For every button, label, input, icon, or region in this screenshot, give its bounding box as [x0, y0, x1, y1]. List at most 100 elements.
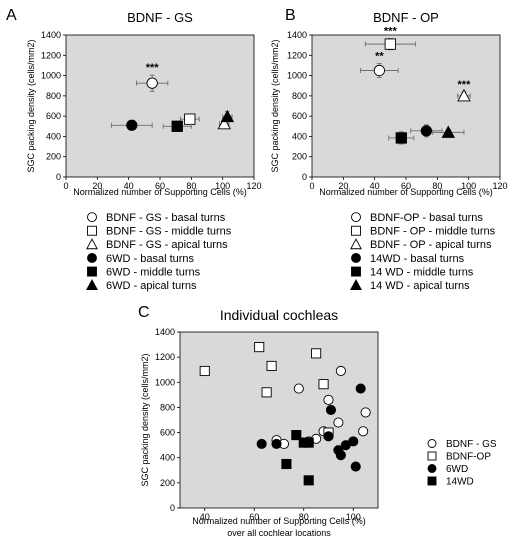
data-point	[291, 430, 302, 441]
data-point	[457, 88, 471, 102]
x-tick-label: 0	[309, 181, 314, 191]
x-tick-label: 20	[92, 181, 102, 191]
y-axis-label: SGC packing density (cells/mm2)	[140, 353, 150, 486]
data-point	[350, 461, 361, 472]
series-14-wd-middle-turns	[388, 131, 415, 145]
series-bdnf-op	[199, 342, 334, 438]
y-tick-label: 1400	[287, 30, 307, 40]
data-point	[217, 116, 231, 130]
x-axis-label: Normalized number of Supporting Cells (%…	[73, 187, 247, 197]
series-bdnf-op-apical-turns: ***	[457, 79, 472, 102]
data-point	[420, 125, 433, 137]
legend-label: BDNF - OP - middle turns	[370, 226, 496, 238]
legend-marker	[427, 451, 437, 461]
legend-label: 6WD - apical turns	[106, 280, 197, 292]
legend-marker	[350, 279, 362, 290]
plot-area	[179, 331, 379, 509]
legend-marker	[351, 266, 361, 277]
data-point	[340, 440, 351, 451]
y-tick-label: 400	[160, 453, 175, 463]
x-tick-label: 60	[249, 512, 259, 522]
plot-area	[65, 34, 255, 178]
y-tick-label: 600	[46, 111, 61, 121]
panel-letter: B	[285, 7, 296, 24]
x-tick-label: 60	[401, 181, 411, 191]
panel-a: A BDNF - GS0 20 40 60 80 100 120020040060080010…	[6, 7, 262, 292]
y-tick-label: 400	[46, 131, 61, 141]
x-tick-label: 40	[200, 512, 210, 522]
data-point	[395, 132, 407, 144]
series-6wd	[256, 383, 366, 472]
legend-marker	[87, 266, 97, 277]
data-point	[220, 109, 235, 123]
series-14wd-basal-turns	[410, 124, 443, 138]
series-bdnf-gs-basal-turns: ***	[136, 62, 169, 92]
data-point	[184, 113, 196, 125]
x-tick-label: 0	[63, 181, 68, 191]
data-point	[303, 437, 314, 448]
data-point	[303, 475, 314, 486]
chart-title: BDNF - GS	[127, 10, 193, 25]
plot-area	[311, 34, 501, 178]
data-point	[323, 394, 334, 405]
x-tick-label: 80	[432, 181, 442, 191]
legend-marker	[351, 253, 361, 263]
data-point	[325, 404, 337, 415]
data-point	[333, 417, 344, 428]
x-axis-label-line2: over all cochlear locations	[227, 528, 331, 538]
x-tick-label: 120	[492, 181, 507, 191]
y-tick-label: 1000	[41, 71, 61, 81]
significance-label: **	[375, 50, 384, 62]
significance-label: ***	[458, 79, 472, 91]
data-point	[335, 450, 346, 461]
data-point	[281, 458, 292, 470]
legend-marker	[427, 464, 437, 473]
x-axis-label: Normalized number of Supporting Cells (%…	[192, 516, 366, 526]
data-point	[358, 426, 369, 437]
legend-label: 14WD	[446, 477, 474, 488]
legend-marker	[351, 212, 361, 223]
data-point	[441, 125, 456, 138]
x-tick-label: 120	[246, 181, 261, 191]
chart-title: BDNF - OP	[373, 10, 439, 25]
x-tick-label: 100	[215, 181, 230, 191]
data-point	[323, 431, 334, 442]
legend: BDNF - GS - basal turns BDNF - GS - middl…	[86, 212, 232, 292]
legend-label: BDNF - GS - middle turns	[106, 226, 232, 238]
y-axis-label: SGC packing density (cells/mm2)	[26, 39, 36, 172]
y-tick-label: 1000	[155, 377, 175, 387]
data-point	[311, 348, 322, 359]
x-tick-label: 20	[338, 181, 348, 191]
legend-label: BDNF-OP - basal turns	[370, 212, 483, 224]
y-tick-label: 200	[160, 478, 175, 488]
series-6wd-apical-turns	[220, 109, 235, 123]
series-6wd-basal-turns	[110, 119, 153, 131]
legend-marker	[427, 439, 437, 448]
legend-marker	[87, 253, 97, 263]
y-tick-label: 200	[292, 152, 307, 162]
legend-marker	[350, 238, 362, 250]
data-point	[199, 365, 210, 377]
y-tick-label: 0	[302, 172, 307, 182]
x-tick-label: 100	[346, 512, 361, 522]
data-point	[355, 383, 366, 394]
legend: BDNF-OP - basal turns BDNF - OP - middle …	[350, 212, 496, 292]
legend-marker	[86, 238, 98, 250]
series-14wd	[281, 430, 314, 486]
x-tick-label: 80	[299, 512, 309, 522]
legend-label: 6WD - basal turns	[106, 253, 195, 265]
data-point	[360, 407, 371, 418]
series-bdnf-op-basal-turns: **	[360, 50, 399, 79]
legend-label: 6WD	[446, 464, 468, 475]
x-tick-label: 40	[370, 181, 380, 191]
panel-b: B BDNF - OP0 20 40 60 80 100 120020040060080010…	[270, 7, 508, 292]
legend-marker	[86, 279, 98, 290]
data-point	[261, 387, 272, 398]
data-point	[335, 365, 346, 377]
legend-label: BDNF - GS - basal turns	[106, 212, 226, 224]
legend-marker	[87, 212, 97, 223]
legend-label: 6WD - middle turns	[106, 266, 201, 278]
panel-letter: A	[6, 7, 17, 24]
